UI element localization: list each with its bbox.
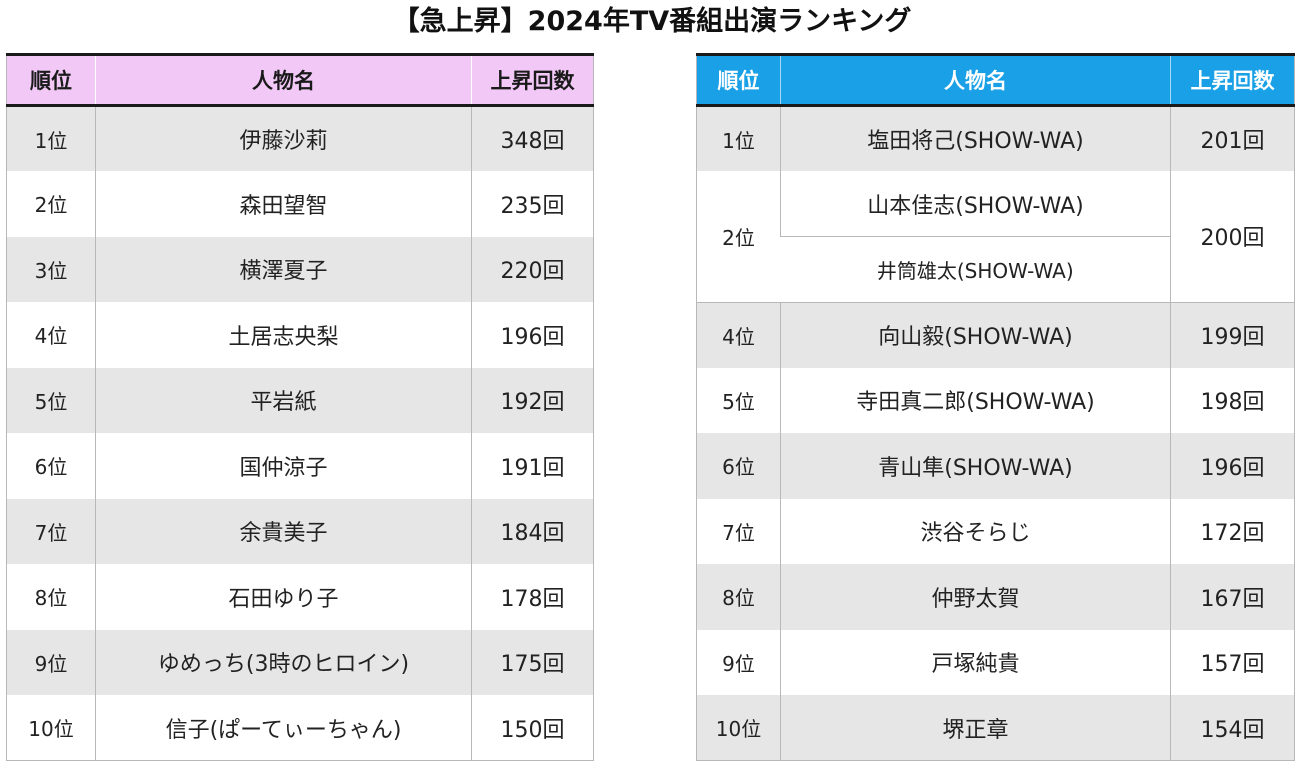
count-cell: 191回 bbox=[471, 433, 594, 499]
table-row: 8位 石田ゆり子 178回 bbox=[6, 564, 594, 630]
count-cell: 198回 bbox=[1170, 367, 1295, 433]
table-row: 7位 渋谷そらじ 172回 bbox=[696, 498, 1295, 564]
table-row: 6位 青山隼(SHOW-WA) 196回 bbox=[696, 433, 1295, 499]
count-cell: 154回 bbox=[1170, 695, 1295, 761]
count-cell: 157回 bbox=[1170, 629, 1295, 695]
count-cell: 172回 bbox=[1170, 498, 1295, 564]
page-title: 【急上昇】2024年TV番組出演ランキング bbox=[392, 6, 912, 37]
name-cell: 石田ゆり子 bbox=[95, 564, 472, 630]
name-cell: 土居志央梨 bbox=[95, 302, 472, 368]
header-rank: 順位 bbox=[6, 53, 96, 107]
table-row: 7位 余貴美子 184回 bbox=[6, 498, 594, 564]
rank-cell: 2位 bbox=[696, 171, 781, 303]
count-cell: 192回 bbox=[471, 367, 594, 433]
header-count: 上昇回数 bbox=[471, 53, 594, 107]
name-cell: 森田望智 bbox=[95, 171, 472, 237]
table-row: 5位 平岩紙 192回 bbox=[6, 367, 594, 433]
table-row: 6位 国仲涼子 191回 bbox=[6, 433, 594, 499]
table-row: 10位 堺正章 154回 bbox=[696, 695, 1295, 761]
table-row: 5位 寺田真二郎(SHOW-WA) 198回 bbox=[696, 367, 1295, 433]
name-cell: 寺田真二郎(SHOW-WA) bbox=[780, 367, 1171, 433]
rank-cell: 10位 bbox=[6, 695, 96, 761]
name-cell: 横澤夏子 bbox=[95, 236, 472, 302]
rank-cell: 3位 bbox=[6, 236, 96, 302]
name-cell: 山本佳志(SHOW-WA) bbox=[780, 171, 1171, 237]
rank-cell: 10位 bbox=[696, 695, 781, 761]
name-cell: 仲野太賀 bbox=[780, 564, 1171, 630]
table-header-row: 順位 人物名 上昇回数 bbox=[6, 53, 594, 107]
name-cell: ゆめっち(3時のヒロイン) bbox=[95, 629, 472, 695]
rank-cell: 1位 bbox=[6, 105, 96, 171]
count-cell: 196回 bbox=[1170, 433, 1295, 499]
table-row: 2位 森田望智 235回 bbox=[6, 171, 594, 237]
count-cell: 201回 bbox=[1170, 105, 1295, 171]
name-cell: 向山毅(SHOW-WA) bbox=[780, 302, 1171, 368]
name-cell: 戸塚純貴 bbox=[780, 629, 1171, 695]
rank-cell: 5位 bbox=[696, 367, 781, 433]
table-row: 井筒雄太(SHOW-WA) bbox=[697, 236, 1295, 303]
count-cell: 184回 bbox=[471, 498, 594, 564]
name-cell: 平岩紙 bbox=[95, 367, 472, 433]
name-cell: 伊藤沙莉 bbox=[95, 105, 472, 171]
count-cell: 200回 bbox=[1170, 171, 1295, 303]
table-row: 1位 塩田将己(SHOW-WA) 201回 bbox=[696, 105, 1295, 171]
table-row: 3位 横澤夏子 220回 bbox=[6, 236, 594, 302]
rank-cell: 4位 bbox=[6, 302, 96, 368]
header-name: 人物名 bbox=[95, 53, 472, 107]
name-cell: 余貴美子 bbox=[95, 498, 472, 564]
count-cell: 196回 bbox=[471, 302, 594, 368]
count-cell: 178回 bbox=[471, 564, 594, 630]
table-row: 4位 向山毅(SHOW-WA) 199回 bbox=[696, 302, 1295, 368]
rank-cell: 2位 bbox=[6, 171, 96, 237]
rank-cell: 8位 bbox=[6, 564, 96, 630]
table-row: 8位 仲野太賀 167回 bbox=[696, 564, 1295, 630]
count-cell: 150回 bbox=[471, 695, 594, 761]
table-row: 2位 山本佳志(SHOW-WA) 200回 bbox=[696, 171, 1295, 303]
name-cell: 青山隼(SHOW-WA) bbox=[780, 433, 1171, 499]
rank-cell: 7位 bbox=[696, 498, 781, 564]
table-row: 1位 伊藤沙莉 348回 bbox=[6, 105, 594, 171]
name-cell: 国仲涼子 bbox=[95, 433, 472, 499]
count-cell: 348回 bbox=[471, 105, 594, 171]
name-cell: 渋谷そらじ bbox=[780, 498, 1171, 564]
table-header-row: 順位 人物名 上昇回数 bbox=[696, 53, 1295, 107]
count-cell: 220回 bbox=[471, 236, 594, 302]
name-cell: 井筒雄太(SHOW-WA) bbox=[780, 236, 1171, 303]
ranking-table-left: 順位 人物名 上昇回数 1位 伊藤沙莉 348回 2位 森田望智 235回 3位 横澤夏子 22… bbox=[6, 53, 594, 761]
header-name: 人物名 bbox=[780, 53, 1171, 107]
count-cell: 199回 bbox=[1170, 302, 1295, 368]
name-cell: 塩田将己(SHOW-WA) bbox=[780, 105, 1171, 171]
table-row: 9位 ゆめっち(3時のヒロイン) 175回 bbox=[6, 629, 594, 695]
name-cell: 堺正章 bbox=[780, 695, 1171, 761]
rank-cell: 8位 bbox=[696, 564, 781, 630]
rank-cell: 5位 bbox=[6, 367, 96, 433]
table-row: 4位 土居志央梨 196回 bbox=[6, 302, 594, 368]
rank-cell: 7位 bbox=[6, 498, 96, 564]
name-cell: 信子(ぱーてぃーちゃん) bbox=[95, 695, 472, 761]
header-count: 上昇回数 bbox=[1170, 53, 1295, 107]
ranking-table-right: 順位 人物名 上昇回数 1位 塩田将己(SHOW-WA) 201回 2位 山本佳志(SH… bbox=[696, 53, 1295, 761]
count-cell: 175回 bbox=[471, 629, 594, 695]
table-row: 9位 戸塚純貴 157回 bbox=[696, 629, 1295, 695]
count-cell: 167回 bbox=[1170, 564, 1295, 630]
count-cell: 235回 bbox=[471, 171, 594, 237]
table-row: 10位 信子(ぱーてぃーちゃん) 150回 bbox=[6, 695, 594, 761]
rank-cell: 1位 bbox=[696, 105, 781, 171]
header-rank: 順位 bbox=[696, 53, 781, 107]
rank-cell: 9位 bbox=[6, 629, 96, 695]
rank-cell: 4位 bbox=[696, 302, 781, 368]
rank-cell: 6位 bbox=[6, 433, 96, 499]
rank-cell: 6位 bbox=[696, 433, 781, 499]
rank-cell: 9位 bbox=[696, 629, 781, 695]
